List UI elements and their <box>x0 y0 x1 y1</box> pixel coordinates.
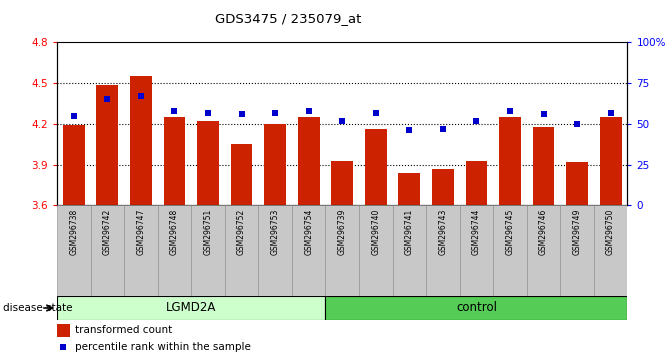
Bar <box>197 121 219 205</box>
Bar <box>164 117 185 205</box>
Point <box>337 118 348 124</box>
Point <box>102 97 113 102</box>
Bar <box>298 117 319 205</box>
Bar <box>432 169 454 205</box>
Text: GSM296749: GSM296749 <box>572 209 582 255</box>
Bar <box>331 160 353 205</box>
Text: control: control <box>456 301 497 314</box>
Bar <box>130 76 152 205</box>
Bar <box>560 205 594 296</box>
Bar <box>258 205 292 296</box>
Text: GSM296750: GSM296750 <box>606 209 615 255</box>
Text: GSM296745: GSM296745 <box>505 209 515 255</box>
Point <box>236 111 247 117</box>
Text: GSM296740: GSM296740 <box>371 209 380 255</box>
Point <box>505 108 515 114</box>
Text: percentile rank within the sample: percentile rank within the sample <box>75 342 251 352</box>
Point <box>169 108 180 114</box>
Bar <box>566 162 588 205</box>
Text: GSM296746: GSM296746 <box>539 209 548 255</box>
Text: GSM296752: GSM296752 <box>237 209 246 255</box>
Point <box>404 127 415 133</box>
Bar <box>97 85 118 205</box>
Bar <box>493 205 527 296</box>
Point <box>68 113 79 119</box>
Text: GSM296753: GSM296753 <box>270 209 280 255</box>
Bar <box>466 160 487 205</box>
Text: GSM296743: GSM296743 <box>438 209 448 255</box>
Text: transformed count: transformed count <box>75 325 172 335</box>
Text: GSM296748: GSM296748 <box>170 209 179 255</box>
Point <box>203 110 213 115</box>
Text: GSM296741: GSM296741 <box>405 209 414 255</box>
Text: GSM296754: GSM296754 <box>304 209 313 255</box>
Point <box>471 118 482 124</box>
Bar <box>359 205 393 296</box>
Bar <box>292 205 325 296</box>
Text: GSM296744: GSM296744 <box>472 209 481 255</box>
Text: GDS3475 / 235079_at: GDS3475 / 235079_at <box>215 12 362 25</box>
Bar <box>225 205 258 296</box>
Point <box>136 93 146 99</box>
Text: GSM296747: GSM296747 <box>136 209 146 255</box>
Bar <box>325 205 359 296</box>
Bar <box>91 205 124 296</box>
Point <box>605 110 616 115</box>
Text: LGMD2A: LGMD2A <box>166 301 217 314</box>
Bar <box>426 205 460 296</box>
Bar <box>365 129 386 205</box>
Bar <box>600 117 621 205</box>
Bar <box>527 205 560 296</box>
Text: disease state: disease state <box>3 303 73 313</box>
Bar <box>63 125 85 205</box>
Bar <box>594 205 627 296</box>
Text: GSM296739: GSM296739 <box>338 209 347 255</box>
Bar <box>499 117 521 205</box>
Point <box>370 110 381 115</box>
Bar <box>460 205 493 296</box>
Text: GSM296738: GSM296738 <box>69 209 79 255</box>
Point <box>437 126 448 132</box>
Bar <box>191 205 225 296</box>
Point <box>303 108 314 114</box>
Bar <box>57 205 91 296</box>
Bar <box>231 144 252 205</box>
Point <box>58 344 68 349</box>
Text: GSM296751: GSM296751 <box>203 209 213 255</box>
Bar <box>399 173 420 205</box>
Bar <box>533 127 554 205</box>
Bar <box>325 296 627 320</box>
Bar <box>57 296 325 320</box>
Bar <box>393 205 426 296</box>
Bar <box>158 205 191 296</box>
Point <box>270 110 280 115</box>
Bar <box>124 205 158 296</box>
Bar <box>57 324 70 337</box>
Point <box>572 121 582 127</box>
Point <box>538 111 549 117</box>
Bar <box>264 124 286 205</box>
Text: GSM296742: GSM296742 <box>103 209 112 255</box>
